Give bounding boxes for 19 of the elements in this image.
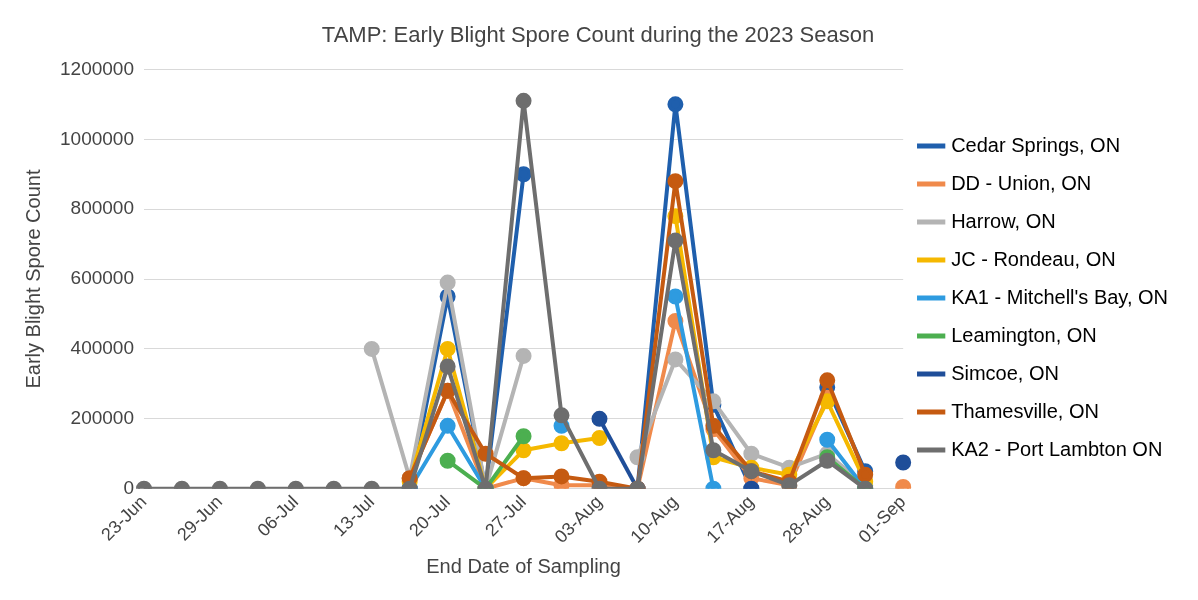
chart-title: TAMP: Early Blight Spore Count during the 2023 Season — [321, 22, 875, 48]
y-tick-label: 1000000 — [60, 127, 134, 149]
y-tick-label: 200000 — [70, 407, 134, 429]
legend-label: Simcoe, ON — [951, 361, 1059, 384]
y-tick-label: 1200000 — [60, 57, 134, 79]
legend-label: DD - Union, ON — [951, 171, 1092, 194]
legend-label: KA1 - Mitchell's Bay, ON — [951, 285, 1169, 308]
legend-label: Cedar Springs, ON — [951, 133, 1121, 156]
x-axis-title: End Date of Sampling — [426, 554, 621, 577]
legend-label: Harrow, ON — [951, 209, 1056, 232]
y-tick-label: 600000 — [70, 267, 134, 289]
legend-label: Thamesville, ON — [951, 399, 1099, 422]
y-tick-label: 800000 — [70, 197, 134, 219]
legend-label: KA2 - Port Lambton ON — [951, 437, 1163, 460]
legend-label: Leamington, ON — [951, 323, 1097, 346]
legend-label: JC - Rondeau, ON — [951, 247, 1116, 270]
y-tick-label: 0 — [123, 476, 134, 498]
y-axis-title: Early Blight Spore Count — [21, 169, 44, 389]
y-tick-label: 400000 — [70, 337, 134, 359]
